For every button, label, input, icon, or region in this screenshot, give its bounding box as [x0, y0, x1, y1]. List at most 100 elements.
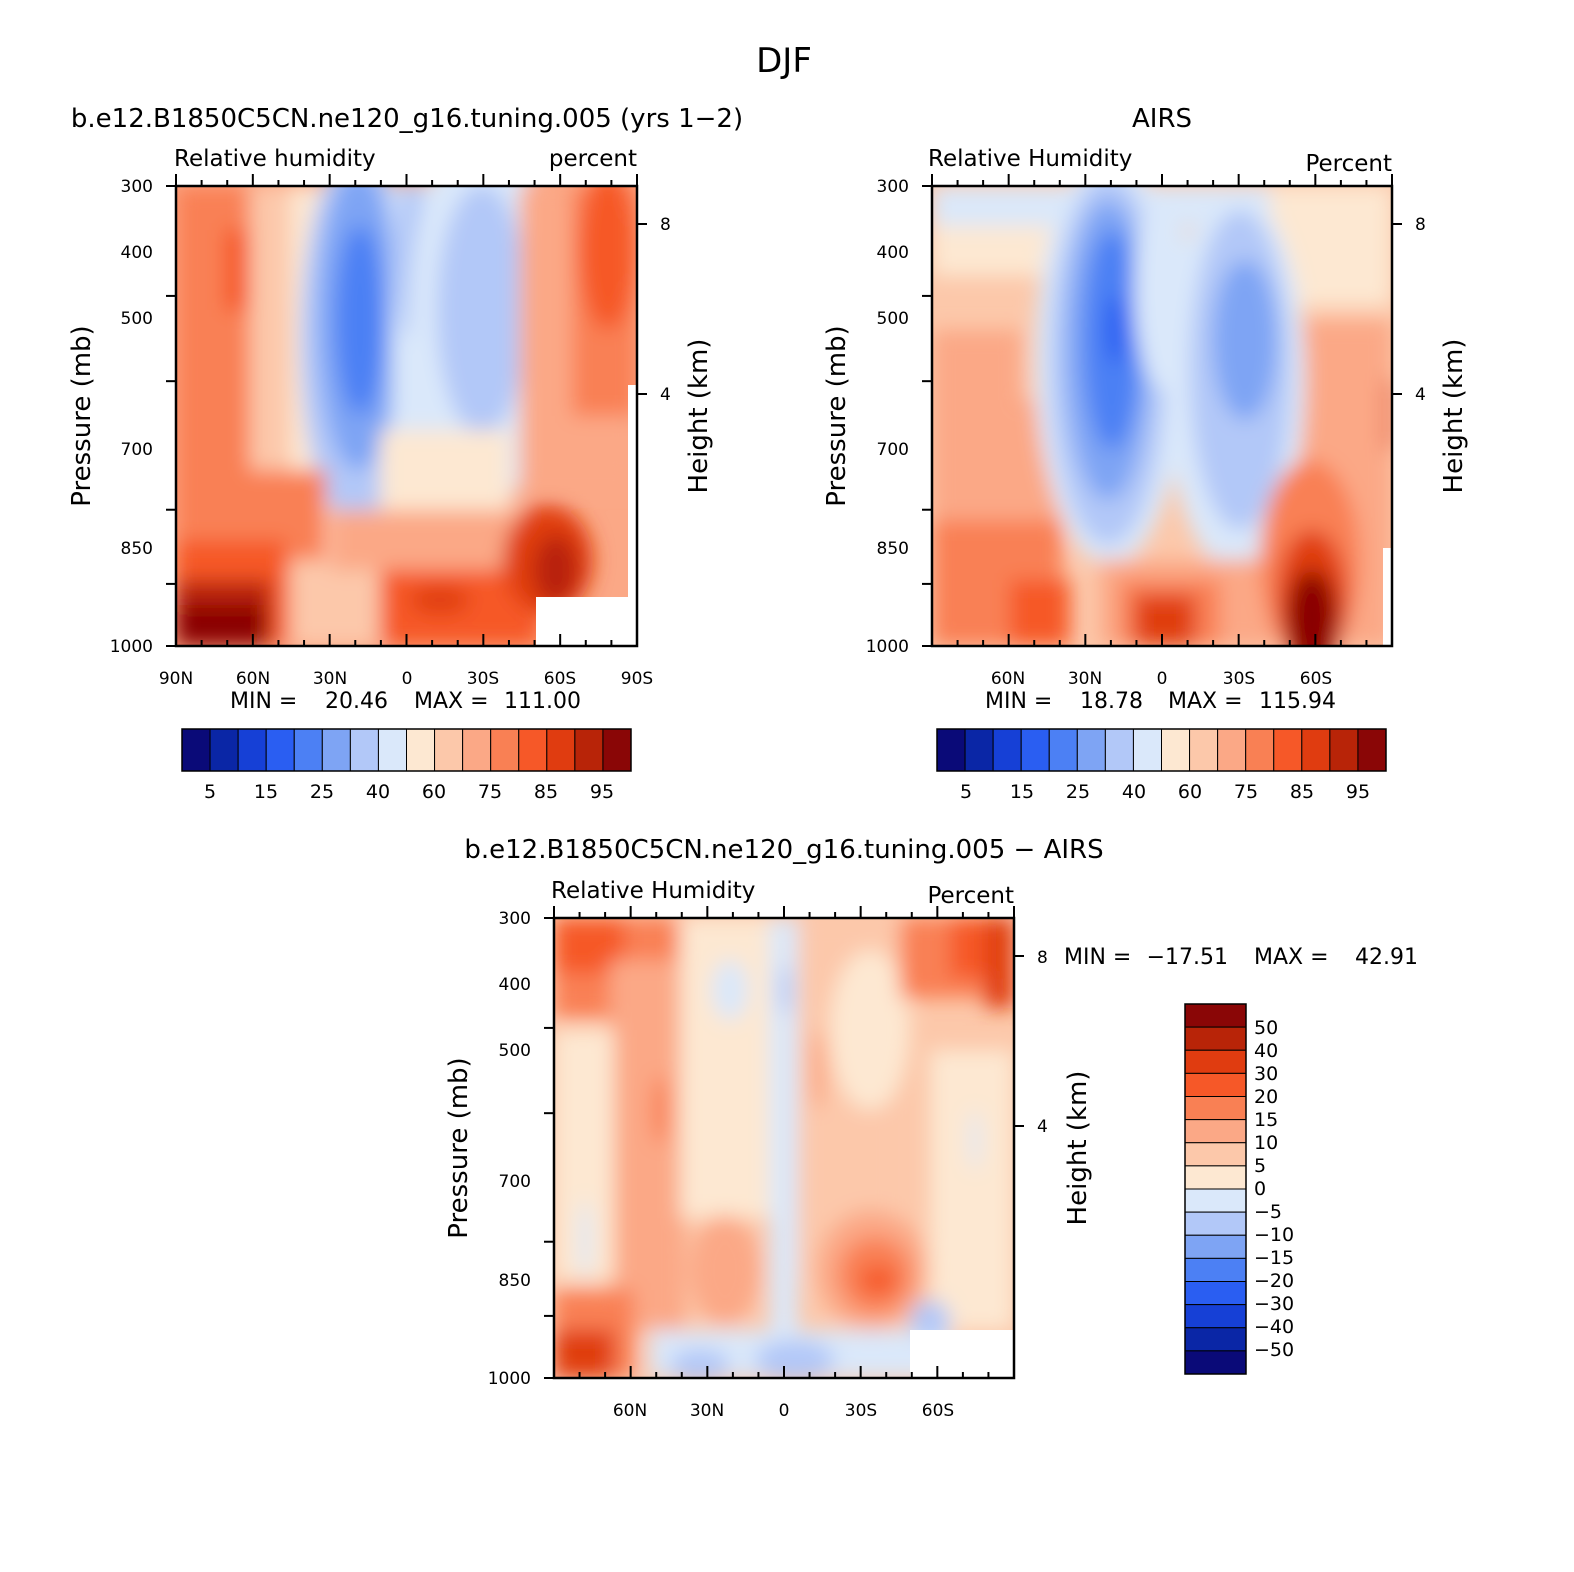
colorbar-swatch: [1273, 728, 1303, 772]
y-tick-label: 700: [499, 1172, 531, 1192]
colorbar-swatch: [1184, 1327, 1247, 1352]
stats: MIN = 20.46 MAX = 111.00: [230, 689, 581, 714]
colorbar-swatch: [1184, 1350, 1247, 1375]
colorbar-label: 95: [1346, 781, 1370, 803]
y-tick-label: 300: [121, 177, 153, 197]
colorbar-label: 10: [1254, 1132, 1278, 1154]
colorbar-label: 60: [422, 781, 446, 803]
x-tick-label: 60N: [613, 1401, 647, 1421]
colorbar-swatch: [1329, 728, 1359, 772]
y-tick-labels: 300 400 500 700 850 1000 8 4: [110, 177, 671, 657]
colorbar-swatch: [1184, 1026, 1247, 1051]
colorbar-swatch: [1184, 1257, 1247, 1282]
colorbar-swatch: [1184, 1234, 1247, 1259]
y-right-tick-label: 8: [1415, 215, 1426, 235]
x-tick-label: 30S: [467, 669, 499, 689]
colorbar-label: 40: [1254, 1040, 1278, 1062]
max-value: 42.91: [1355, 945, 1418, 970]
left-label: Relative Humidity: [551, 878, 755, 904]
colorbar-swatch: [1357, 728, 1387, 772]
y-right-tick-label: 4: [1037, 1117, 1048, 1137]
colorbar-label: 0: [1254, 1178, 1266, 1200]
max-label: MAX =: [414, 689, 489, 714]
x-tick-label: 60N: [236, 669, 270, 689]
colorbar-label: 5: [204, 781, 216, 803]
colorbar-swatch: [546, 728, 576, 772]
colorbar-swatch: [518, 728, 548, 772]
contour-field: [176, 186, 637, 646]
colorbar-label: 5: [1254, 1155, 1266, 1177]
contour-field: [932, 186, 1392, 646]
x-tick-label: 0: [1157, 669, 1168, 689]
y-tick-label: 850: [877, 539, 909, 559]
x-tick-label: 90N: [159, 669, 193, 689]
colorbar-swatch: [964, 728, 994, 772]
colorbar-swatch: [265, 728, 295, 772]
colorbar-swatch: [349, 728, 379, 772]
colorbar-swatch: [237, 728, 267, 772]
ylabel-right: Height (km): [1063, 1071, 1093, 1226]
y-tick-label: 1000: [488, 1369, 531, 1389]
min-value: 20.46: [325, 689, 388, 714]
colorbar-swatch: [1020, 728, 1050, 772]
colorbar-label: 50: [1254, 1017, 1278, 1039]
x-tick-labels: 60N 30N 0 30S 60S: [613, 1401, 954, 1421]
y-tick-label: 500: [877, 309, 909, 329]
ylabel-left: Pressure (mb): [444, 1057, 474, 1238]
colorbar-swatch: [1184, 1142, 1247, 1167]
x-tick-label: 60S: [1300, 669, 1332, 689]
colorbar-swatch: [1184, 1049, 1247, 1074]
colorbar-labels: 5 15 25 40 60 75 85 95: [204, 781, 614, 803]
colorbar-label: 20: [1254, 1086, 1278, 1108]
y-tick-label: 850: [499, 1271, 531, 1291]
colorbar-swatch: [1217, 728, 1247, 772]
colorbar-swatch: [377, 728, 407, 772]
colorbar-swatch: [1161, 728, 1191, 772]
x-tick-label: 30N: [690, 1401, 724, 1421]
colorbar-label: −5: [1254, 1201, 1282, 1223]
max-label: MAX =: [1168, 689, 1243, 714]
colorbar-labels: 50 40 30 20 15 10 5 0 −5 −10 −15 −20 −30…: [1254, 1017, 1294, 1361]
colorbar-swatch: [462, 728, 492, 772]
colorbar-label: −20: [1254, 1270, 1294, 1292]
colorbar-label: 85: [1290, 781, 1314, 803]
colorbar-label: 40: [366, 781, 390, 803]
y-tick-label: 700: [877, 440, 909, 460]
y-tick-label: 300: [499, 909, 531, 929]
colorbar-label: 15: [1254, 1109, 1278, 1131]
x-tick-label: 30S: [845, 1401, 877, 1421]
stats: MIN = 18.78 MAX = 115.94: [985, 689, 1336, 714]
axis-ticks: [922, 174, 1402, 647]
panel-title: AIRS: [1132, 104, 1192, 134]
y-tick-label: 400: [499, 975, 531, 995]
colorbar-label: 25: [1066, 781, 1090, 803]
x-tick-label: 30N: [1068, 669, 1102, 689]
left-label: Relative humidity: [174, 146, 376, 172]
y-right-tick-label: 8: [660, 215, 671, 235]
colorbar-label: −10: [1254, 1224, 1294, 1246]
colorbar-swatch: [1184, 1304, 1247, 1329]
colorbar-swatch: [1245, 728, 1275, 772]
colorbar-label: 75: [478, 781, 502, 803]
colorbar-label: −15: [1254, 1247, 1294, 1269]
figure-title: DJF: [756, 41, 812, 81]
colorbar-swatch: [992, 728, 1022, 772]
ylabel-left: Pressure (mb): [67, 325, 97, 506]
x-tick-labels: 90N 60N 30N 0 30S 60S 90S: [159, 669, 653, 689]
y-tick-label: 500: [499, 1041, 531, 1061]
y-tick-label: 1000: [866, 637, 909, 657]
y-right-tick-label: 8: [1037, 948, 1048, 968]
colorbar-swatch: [1184, 1003, 1247, 1028]
panel-airs: AIRS Relative Humidity Percent: [822, 104, 1469, 803]
min-value: 18.78: [1080, 689, 1143, 714]
colorbar-label: 95: [590, 781, 614, 803]
y-tick-label: 500: [121, 309, 153, 329]
colorbar-swatch: [434, 728, 464, 772]
min-value: −17.51: [1147, 945, 1228, 970]
colorbar-swatch: [209, 728, 239, 772]
axis-ticks: [544, 906, 1024, 1379]
colorbar-swatch: [1048, 728, 1078, 772]
colorbar-swatch: [1184, 1072, 1247, 1097]
panel-title: b.e12.B1850C5CN.ne120_g16.tuning.005 (yr…: [71, 104, 743, 134]
